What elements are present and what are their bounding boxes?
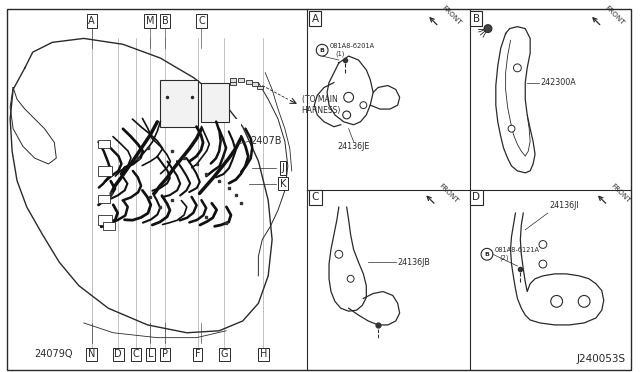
Text: K: K [280,179,286,189]
Text: FRONT: FRONT [610,183,631,204]
Text: (TO MAIN
HARNESS): (TO MAIN HARNESS) [301,95,341,115]
Text: 2407B: 2407B [250,137,282,147]
Circle shape [539,241,547,248]
Text: FRONT: FRONT [438,183,460,204]
Text: D: D [472,192,480,202]
Circle shape [508,125,515,132]
Bar [99,215,112,225]
Text: C: C [312,192,319,202]
Circle shape [539,260,547,268]
Circle shape [578,295,590,307]
Text: (1): (1) [335,51,344,57]
Text: C: C [198,16,205,26]
Bar [230,81,236,84]
Text: N: N [88,349,95,359]
Text: A: A [312,14,319,24]
Text: M: M [146,16,155,26]
Circle shape [484,25,492,32]
Text: L: L [148,349,153,359]
Text: FRONT: FRONT [441,4,463,26]
Bar [99,195,110,203]
Circle shape [347,275,354,282]
Text: J240053S: J240053S [576,354,625,364]
Text: C: C [132,349,139,359]
Bar [253,81,259,86]
Bar [99,141,110,148]
Bar [99,166,112,176]
Text: 24136JE: 24136JE [337,142,370,151]
Text: D: D [115,349,122,359]
Text: H: H [260,349,267,359]
Text: 24136JB: 24136JB [397,258,431,267]
Circle shape [316,44,328,56]
Text: 24136JI: 24136JI [550,201,579,210]
Bar [99,119,241,227]
Text: FRONT: FRONT [604,4,625,26]
Text: 081A8-6201A: 081A8-6201A [330,43,375,49]
Text: B: B [162,16,168,26]
Bar [238,78,244,81]
Text: 242300A: 242300A [540,78,576,87]
Text: F: F [195,349,200,359]
Circle shape [360,102,367,109]
Text: B: B [320,48,324,53]
Bar [246,80,252,84]
Text: A: A [88,16,95,26]
Circle shape [344,92,353,102]
Circle shape [513,64,522,72]
Text: J: J [282,163,284,173]
Text: B: B [472,14,480,24]
Text: 24079Q: 24079Q [35,349,73,359]
Bar [202,83,229,122]
Text: G: G [220,349,228,359]
Bar [104,222,115,230]
Text: P: P [162,349,168,359]
Text: 081A8-6121A: 081A8-6121A [495,247,540,253]
Circle shape [335,250,343,258]
Text: B: B [484,252,490,257]
Circle shape [481,248,493,260]
Text: (2): (2) [500,255,509,262]
Bar [160,80,198,127]
Bar [230,78,236,81]
Bar [257,86,263,89]
Circle shape [343,111,351,119]
Circle shape [551,295,563,307]
